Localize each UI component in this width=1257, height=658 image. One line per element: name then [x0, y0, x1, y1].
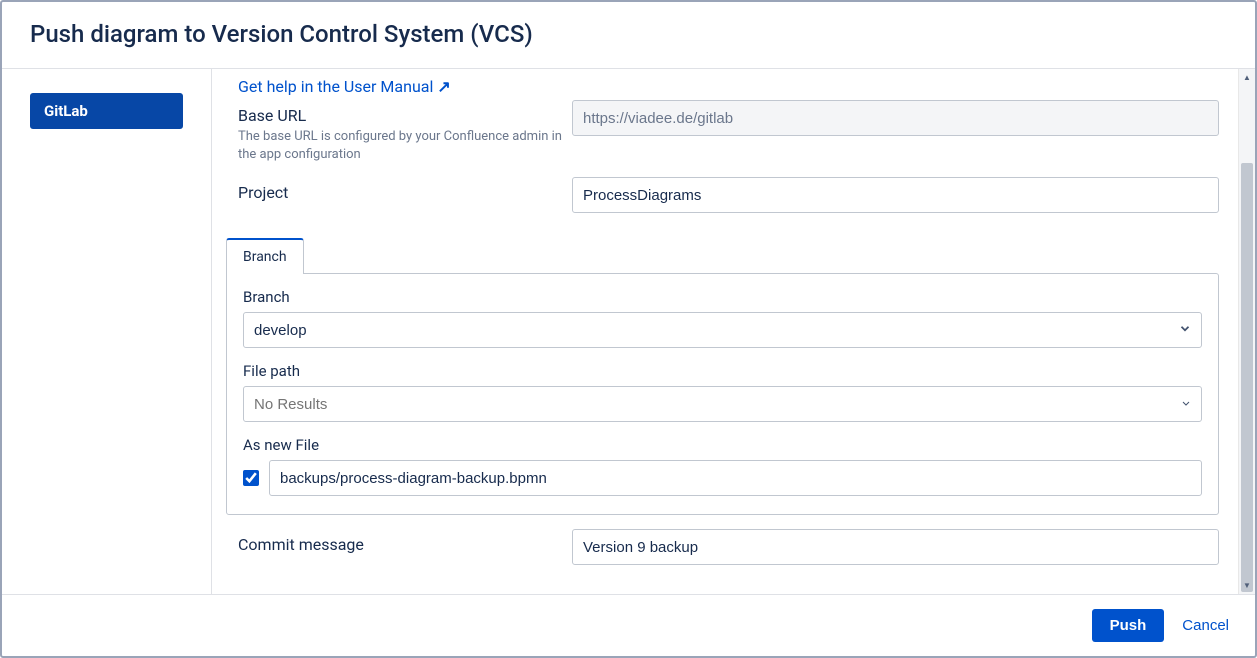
scrollbar-thumb[interactable]	[1241, 163, 1253, 592]
project-row: Project	[226, 177, 1219, 213]
newfile-path-input[interactable]	[269, 460, 1202, 496]
dialog-body: GitLab Get help in the User Manual ↗ Bas…	[2, 68, 1255, 595]
commit-message-label-col: Commit message	[238, 529, 572, 554]
cancel-button-label: Cancel	[1182, 617, 1229, 634]
base-url-label: Base URL	[238, 106, 572, 125]
help-manual-link[interactable]: Get help in the User Manual ↗	[226, 77, 451, 96]
push-button[interactable]: Push	[1092, 609, 1165, 642]
base-url-hint: The base URL is configured by your Confl…	[238, 128, 572, 163]
dialog-title: Push diagram to Version Control System (…	[30, 20, 1227, 48]
filepath-select[interactable]	[243, 386, 1202, 422]
newfile-row	[243, 460, 1202, 496]
scroll-down-arrow-icon[interactable]: ▼	[1239, 577, 1255, 594]
dialog-header: Push diagram to Version Control System (…	[2, 2, 1255, 68]
external-link-icon: ↗	[437, 77, 450, 96]
project-label: Project	[238, 183, 572, 202]
branch-label: Branch	[243, 288, 1202, 306]
commit-message-row: Commit message	[226, 529, 1219, 565]
vcs-provider-sidebar: GitLab	[2, 69, 212, 594]
project-label-col: Project	[238, 177, 572, 202]
tab-branch[interactable]: Branch	[226, 238, 304, 274]
newfile-field: As new File	[243, 436, 1202, 496]
filepath-label: File path	[243, 362, 1202, 380]
vertical-scrollbar[interactable]: ▲ ▼	[1238, 69, 1255, 594]
newfile-checkbox[interactable]	[243, 470, 259, 486]
tab-bar: Branch	[226, 237, 1219, 273]
dialog-footer: Push Cancel	[2, 595, 1255, 656]
commit-message-input-col	[572, 529, 1219, 565]
commit-message-label: Commit message	[238, 535, 572, 554]
cancel-button[interactable]: Cancel	[1182, 617, 1229, 634]
scroll-up-arrow-icon[interactable]: ▲	[1239, 69, 1255, 86]
help-link-text: Get help in the User Manual	[238, 77, 433, 96]
branch-select-wrap	[243, 312, 1202, 348]
vcs-push-dialog: Push diagram to Version Control System (…	[0, 0, 1257, 658]
branch-field: Branch	[243, 288, 1202, 348]
push-button-label: Push	[1110, 617, 1147, 634]
newfile-label: As new File	[243, 436, 1202, 454]
filepath-field: File path	[243, 362, 1202, 422]
sidebar-item-label: GitLab	[44, 102, 88, 120]
branch-select[interactable]	[243, 312, 1202, 348]
commit-message-input[interactable]	[572, 529, 1219, 565]
branch-tab-panel: Branch File path	[226, 273, 1219, 515]
sidebar-item-gitlab[interactable]: GitLab	[30, 93, 183, 129]
tab-label: Branch	[243, 249, 287, 265]
base-url-label-col: Base URL The base URL is configured by y…	[238, 100, 572, 163]
filepath-select-wrap	[243, 386, 1202, 422]
base-url-row: Base URL The base URL is configured by y…	[226, 100, 1219, 163]
base-url-input-col	[572, 100, 1219, 136]
project-input[interactable]	[572, 177, 1219, 213]
branch-tab-container: Branch Branch File path	[226, 237, 1219, 515]
form-content: Get help in the User Manual ↗ Base URL T…	[212, 69, 1255, 594]
base-url-input	[572, 100, 1219, 136]
project-input-col	[572, 177, 1219, 213]
